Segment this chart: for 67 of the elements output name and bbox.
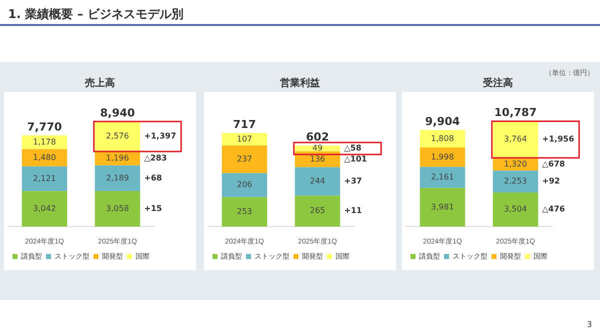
annotation: +15: [144, 204, 162, 213]
data-label: 1,196: [106, 154, 129, 163]
bar: [420, 148, 466, 167]
annotation: 7,770: [27, 120, 62, 134]
text: 717: [233, 118, 256, 131]
bar: [222, 173, 268, 198]
bar: [492, 192, 538, 227]
annotation: +1,397: [144, 132, 176, 141]
bar: [22, 149, 68, 166]
text: 1. 業績概要 – ビジネスモデル別: [8, 6, 184, 23]
data-label: 1,178: [33, 137, 56, 146]
bar: [94, 190, 140, 227]
data-label: 3,042: [33, 204, 56, 213]
bar: [222, 132, 268, 146]
annotation: 9,904: [425, 114, 460, 128]
annotation: △101: [344, 154, 368, 164]
annotation: △283: [144, 154, 167, 163]
data-label: 107: [236, 134, 252, 144]
data-label: 2,121: [33, 174, 56, 183]
bar: [492, 121, 538, 158]
annotation: △476: [542, 204, 566, 214]
text: 10,787: [494, 106, 537, 120]
data-label: 1,808: [431, 134, 454, 143]
data-label: 2,189: [106, 173, 129, 182]
bar: [222, 197, 268, 227]
data-label: 265: [310, 206, 326, 216]
annotation: +1,956: [542, 134, 575, 144]
bar: [294, 167, 340, 196]
chart-title: 営業利益: [279, 76, 321, 90]
bar: [22, 166, 68, 192]
bar: [294, 196, 340, 227]
bar: [294, 146, 340, 152]
data-label: 1,320: [504, 159, 527, 168]
data-label: 3,981: [431, 202, 454, 212]
bar: [492, 170, 538, 193]
annotation: 602: [306, 130, 329, 144]
data-label: 1,998: [431, 152, 454, 162]
annotation: +37: [344, 176, 362, 186]
data-label: 1,480: [33, 152, 56, 162]
data-label: 3,764: [504, 134, 527, 144]
data-label: 3,058: [106, 204, 129, 213]
data-label: 49: [312, 144, 323, 153]
chart-title: 受注高: [482, 76, 514, 90]
bar: [420, 166, 466, 188]
data-label: 3,504: [504, 204, 527, 214]
text: 3: [586, 320, 592, 329]
bar: [420, 188, 466, 227]
data-label: 2,161: [431, 172, 454, 182]
annotation: △678: [542, 159, 566, 168]
data-label: 2,253: [504, 176, 527, 186]
text: 8,940: [100, 106, 136, 120]
data-label: 244: [310, 176, 326, 186]
data-label: 2,576: [106, 132, 129, 141]
data-label: 136: [310, 154, 326, 164]
data-label: 237: [236, 154, 252, 164]
bar: [222, 145, 268, 174]
annotation: +92: [542, 176, 560, 186]
bar: [94, 121, 140, 152]
annotation: △58: [344, 144, 362, 153]
annotation: +11: [344, 206, 362, 216]
chart-title: 売上高: [84, 76, 116, 90]
annotation: +68: [144, 173, 162, 182]
bar: [420, 130, 466, 148]
data-label: 253: [236, 206, 252, 216]
bar: [94, 165, 140, 191]
bar: [22, 191, 68, 227]
data-label: 206: [236, 180, 252, 190]
